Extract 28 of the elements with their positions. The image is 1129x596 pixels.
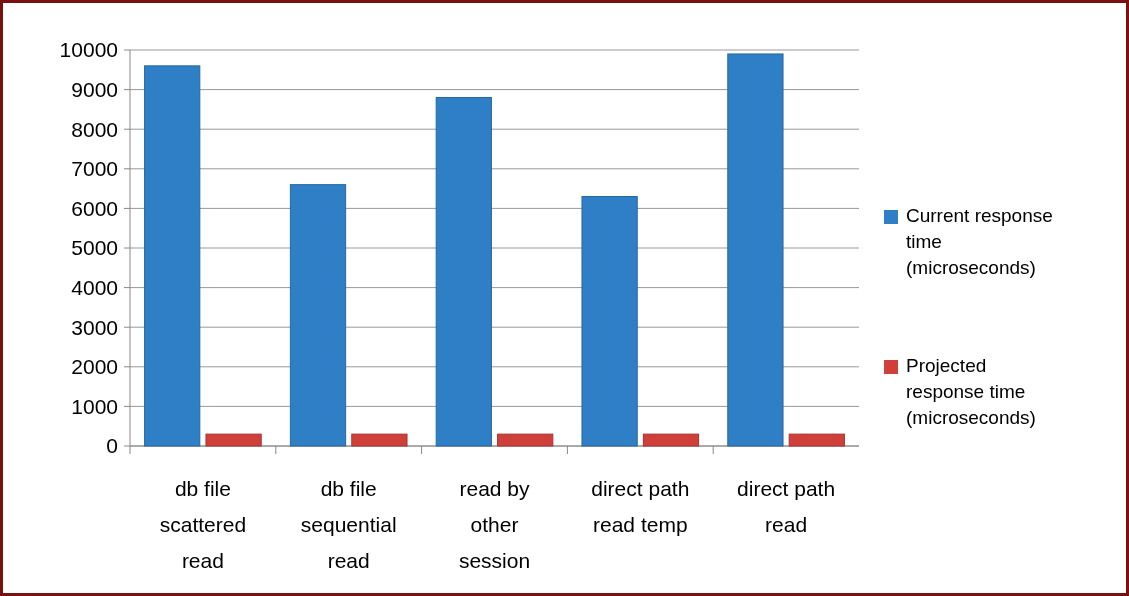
y-tick-label: 0 bbox=[106, 434, 118, 458]
bar bbox=[144, 65, 201, 447]
y-tick-label: 3000 bbox=[71, 315, 118, 339]
x-tick-label: db file scattered read bbox=[159, 477, 247, 572]
x-tick-label: direct path read bbox=[737, 477, 836, 536]
legend-label: Projected response time (microseconds) bbox=[906, 355, 1036, 428]
legend-label: Current response time (microseconds) bbox=[906, 205, 1053, 278]
y-tick-label: 7000 bbox=[71, 157, 118, 181]
bar bbox=[351, 433, 408, 447]
bar bbox=[727, 53, 784, 447]
y-tick-label: 5000 bbox=[71, 236, 118, 260]
y-tick-label: 9000 bbox=[71, 77, 118, 101]
bar bbox=[497, 433, 554, 447]
x-tick-label: read by other session bbox=[458, 477, 531, 572]
bar bbox=[642, 433, 700, 447]
bar bbox=[788, 433, 845, 447]
bar bbox=[581, 196, 638, 447]
y-tick-label: 6000 bbox=[71, 196, 118, 220]
y-tick-label: 1000 bbox=[71, 394, 118, 418]
y-tick-label: 8000 bbox=[71, 117, 118, 141]
bar bbox=[205, 433, 262, 447]
bar bbox=[289, 184, 347, 447]
y-tick-label: 4000 bbox=[71, 275, 118, 299]
x-tick-label: db file sequential read bbox=[300, 477, 397, 572]
y-tick-label: 10000 bbox=[59, 38, 118, 62]
y-tick-label: 2000 bbox=[71, 355, 118, 379]
bar bbox=[435, 97, 492, 447]
x-tick-label: direct path read temp bbox=[591, 477, 690, 536]
